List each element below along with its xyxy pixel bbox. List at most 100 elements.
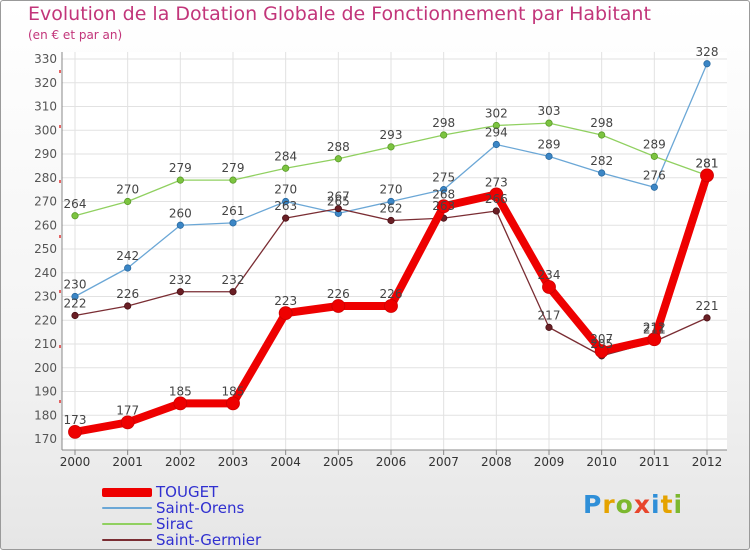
data-point: [229, 176, 237, 184]
data-point: [124, 197, 132, 206]
data-point: [598, 169, 606, 177]
data-label: 263: [274, 199, 297, 213]
legend-item-touget: TOUGET: [102, 484, 261, 500]
y-tick-label: 210: [34, 337, 57, 351]
x-tick-label: 2010: [586, 455, 617, 469]
data-label: 226: [327, 287, 350, 301]
data-label: 270: [380, 183, 403, 197]
data-label: 232: [169, 273, 192, 287]
data-point: [124, 302, 132, 310]
data-point: [68, 424, 82, 439]
data-point: [542, 280, 556, 294]
data-point: [334, 155, 342, 163]
data-point: [226, 396, 240, 411]
logo-letter: r: [602, 490, 616, 519]
data-label: 207: [590, 332, 613, 346]
data-point: [594, 344, 609, 359]
data-point: [492, 140, 500, 149]
data-point: [650, 152, 658, 160]
data-point: [647, 332, 662, 347]
data-point: [387, 216, 395, 225]
x-tick-label: 2009: [534, 455, 565, 469]
data-label: 263: [432, 199, 455, 213]
data-label: 276: [643, 168, 666, 182]
series-saint-orens: [71, 60, 711, 301]
data-label: 185: [169, 384, 192, 398]
data-label: 221: [696, 299, 719, 313]
data-label: 270: [274, 183, 297, 197]
y-tick-label: 170: [34, 432, 57, 446]
data-label: 289: [538, 137, 561, 151]
data-label: 284: [274, 149, 297, 163]
data-point: [650, 183, 658, 191]
data-label: 268: [432, 187, 455, 201]
data-label: 279: [169, 161, 192, 175]
data-point: [700, 168, 714, 183]
y-tick-label: 220: [34, 313, 57, 327]
chart-subtitle: (en € et par an): [28, 28, 123, 42]
data-point: [384, 299, 398, 313]
data-label: 262: [380, 202, 403, 216]
x-tick-label: 2003: [218, 455, 249, 469]
legend-swatch-saint-germier: [102, 539, 152, 541]
data-label: 293: [380, 128, 403, 142]
data-point: [545, 323, 553, 331]
y-tick-label: 270: [34, 195, 57, 209]
data-label: 328: [696, 45, 719, 59]
data-point: [387, 197, 395, 206]
chart-title: Evolution de la Dotation Globale de Fonc…: [28, 3, 651, 25]
data-point: [282, 197, 290, 206]
x-tick-label: 2011: [639, 455, 670, 469]
x-tick-label: 2000: [60, 455, 91, 469]
logo-letter: x: [633, 490, 651, 519]
data-point: [71, 311, 79, 320]
series-touget: [68, 168, 714, 439]
data-label: 234: [538, 268, 561, 282]
data-label: 275: [432, 171, 455, 185]
data-point: [440, 131, 448, 139]
data-label: 177: [116, 403, 139, 417]
y-tick-label: 180: [34, 408, 57, 422]
data-point: [492, 207, 500, 215]
y-tick-label: 300: [34, 123, 57, 137]
data-point: [545, 152, 553, 160]
data-label: 294: [485, 126, 508, 140]
data-label: 266: [485, 192, 508, 206]
data-label: 185: [222, 384, 245, 398]
data-point: [229, 219, 237, 227]
data-label: 217: [538, 308, 561, 322]
data-label: 260: [169, 206, 192, 220]
data-label: 261: [222, 204, 245, 218]
data-label: 212: [643, 320, 666, 334]
legend-swatch-touget: [102, 487, 152, 497]
x-tick-label: 2002: [165, 455, 196, 469]
data-point: [387, 143, 395, 151]
y-tick-label: 330: [34, 52, 57, 66]
legend: TOUGET Saint-Orens Sirac Saint-Germier: [102, 484, 261, 548]
data-label: 298: [590, 116, 613, 130]
x-tick-label: 2007: [428, 455, 459, 469]
data-label: 223: [274, 294, 297, 308]
data-point: [278, 306, 293, 321]
legend-swatch-saint-orens: [102, 507, 152, 509]
y-tick-label: 240: [34, 266, 57, 280]
data-label: 273: [485, 175, 508, 189]
y-tick-label: 250: [34, 242, 57, 256]
y-tick-label: 320: [34, 76, 57, 90]
data-point: [124, 264, 132, 272]
logo-letter: P: [583, 490, 603, 519]
y-tick-label: 260: [34, 218, 57, 232]
data-label: 230: [64, 278, 87, 292]
data-label: 211: [643, 323, 666, 337]
legend-item-saint-orens: Saint-Orens: [102, 500, 261, 516]
logo-letter: o: [615, 490, 634, 519]
legend-item-saint-germier: Saint-Germier: [102, 532, 261, 548]
data-label: 270: [116, 183, 139, 197]
plot-area: [62, 52, 727, 450]
data-label: 222: [64, 297, 87, 311]
logo-letter: t: [660, 490, 674, 519]
data-point: [176, 221, 184, 229]
x-tick-label: 2006: [376, 455, 407, 469]
data-label: 298: [432, 116, 455, 130]
data-label: 226: [116, 287, 139, 301]
